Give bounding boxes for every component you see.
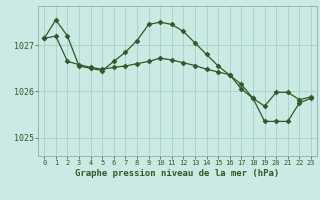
X-axis label: Graphe pression niveau de la mer (hPa): Graphe pression niveau de la mer (hPa) [76, 169, 280, 178]
